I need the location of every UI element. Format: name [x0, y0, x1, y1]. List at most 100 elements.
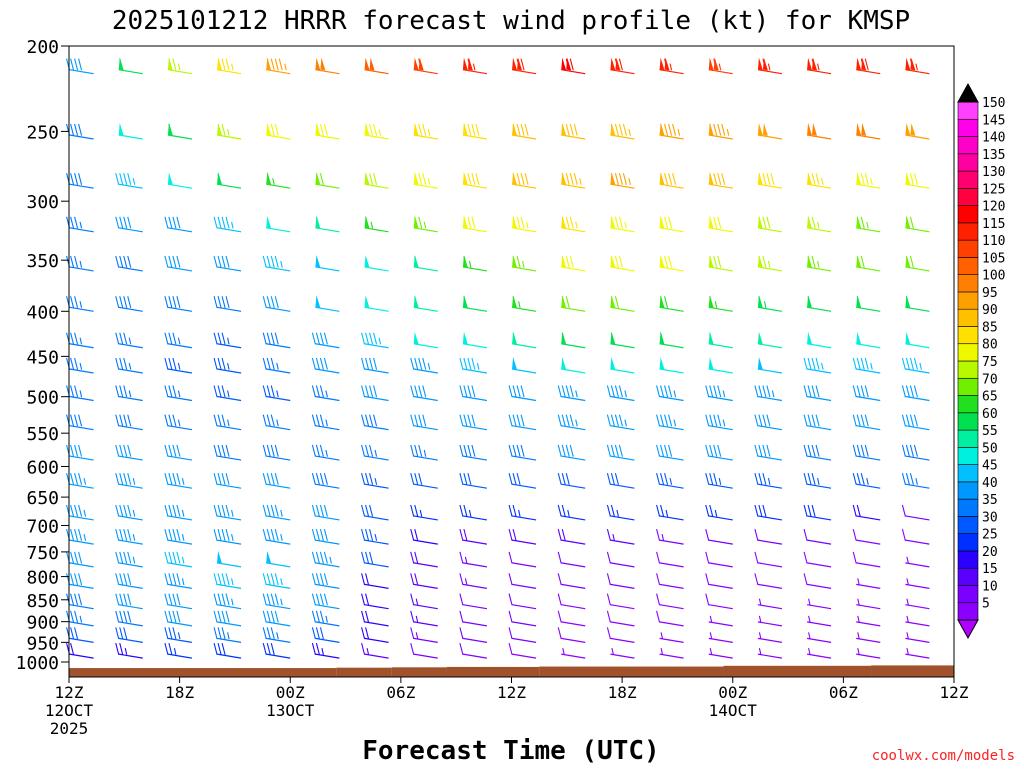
x-tick-label: 06Z — [829, 683, 858, 702]
wind-barb — [905, 615, 930, 627]
wind-barb — [754, 385, 783, 402]
wind-barb — [511, 215, 537, 233]
wind-barb — [262, 593, 291, 610]
wind-barb — [561, 172, 586, 189]
wind-barb — [262, 296, 291, 312]
wind-barb — [856, 331, 881, 349]
wind-barb — [262, 385, 291, 402]
wind-barb — [905, 632, 930, 643]
colorbar-swatch — [957, 395, 979, 414]
surface-terrain-layer — [69, 665, 954, 677]
colorbar-label: 30 — [982, 510, 998, 525]
wind-barb — [164, 414, 193, 431]
wind-barb — [311, 504, 340, 521]
wind-barb — [410, 414, 438, 431]
wind-barb — [905, 331, 930, 349]
wind-barb — [115, 385, 143, 402]
wind-barb — [462, 122, 488, 140]
wind-barb — [262, 444, 291, 461]
wind-barb — [115, 529, 143, 545]
wind-barb — [659, 254, 684, 272]
colorbar-swatch — [957, 360, 979, 379]
wind-barb — [606, 504, 635, 521]
colorbar-label: 70 — [982, 372, 998, 387]
wind-barb — [167, 57, 193, 75]
wind-barb — [557, 414, 586, 431]
wind-barb — [901, 473, 930, 489]
wind-barb — [315, 254, 340, 272]
wind-barb — [856, 632, 881, 643]
wind-barb — [115, 216, 143, 233]
wind-barb — [610, 215, 635, 233]
wind-barb — [705, 529, 733, 545]
wind-barb — [708, 615, 733, 627]
wind-barb — [410, 643, 438, 659]
y-tick-label: 600 — [26, 457, 59, 478]
wind-barb — [164, 385, 193, 402]
wind-barb — [311, 414, 340, 431]
wind-barb — [708, 648, 733, 659]
colorbar-swatch — [957, 188, 979, 206]
colorbar-label: 120 — [982, 200, 1005, 215]
wind-barb — [413, 215, 438, 233]
wind-barb — [216, 550, 242, 568]
wind-barb — [757, 615, 783, 627]
surface-block — [446, 666, 540, 677]
wind-barb — [361, 627, 389, 643]
wind-barb — [803, 573, 832, 589]
wind-barb — [901, 504, 930, 521]
colorbar-label: 45 — [982, 459, 998, 474]
wind-barb — [508, 504, 537, 521]
colorbar-swatch — [957, 498, 979, 517]
wind-barb — [705, 573, 733, 589]
wind-barb — [410, 529, 438, 545]
wind-barb — [311, 573, 340, 589]
colorbar-swatch — [957, 257, 979, 275]
wind-barb — [705, 551, 733, 568]
wind-barb — [413, 57, 438, 75]
wind-barb — [656, 504, 684, 521]
colorbar-label: 105 — [982, 251, 1005, 266]
wind-barb — [806, 331, 832, 349]
wind-barb — [462, 215, 488, 233]
wind-barb — [164, 573, 193, 589]
wind-barb — [413, 172, 438, 189]
wind-barb — [659, 122, 684, 140]
x-tick-label: 00Z — [718, 683, 747, 702]
wind-barb — [561, 122, 586, 140]
wind-barb — [656, 473, 684, 489]
colorbar-swatch — [957, 118, 979, 137]
x-tick-label: 14OCT — [709, 701, 758, 720]
wind-barb — [311, 385, 340, 402]
wind-barb — [905, 57, 930, 75]
wind-barb — [905, 122, 930, 140]
wind-barb — [164, 216, 193, 233]
wind-barb — [856, 215, 881, 233]
x-axis-title: Forecast Time (UTC) — [362, 736, 659, 766]
wind-barb — [659, 331, 684, 349]
wind-barb — [115, 593, 143, 610]
wind-barb — [806, 615, 832, 627]
wind-barb — [659, 357, 684, 374]
colorbar-swatch — [957, 222, 979, 241]
wind-barb — [852, 473, 881, 489]
wind-barb — [262, 255, 291, 272]
wind-barb — [115, 643, 143, 659]
wind-barb — [905, 172, 930, 189]
wind-barb — [115, 173, 143, 189]
wind-barb — [459, 473, 488, 489]
wind-barb — [413, 122, 438, 140]
colorbar-swatch — [957, 326, 979, 345]
wind-barb — [705, 385, 733, 402]
wind-barb — [262, 332, 291, 349]
wind-barb — [856, 615, 881, 627]
wind-barb — [511, 331, 537, 349]
wind-barb — [66, 573, 94, 589]
wind-barb — [311, 551, 340, 568]
wind-barb — [656, 414, 684, 431]
wind-barb — [115, 444, 143, 461]
wind-barb — [213, 296, 242, 312]
wind-barb — [659, 57, 684, 75]
wind-barb — [757, 648, 783, 659]
wind-barb — [115, 332, 143, 349]
